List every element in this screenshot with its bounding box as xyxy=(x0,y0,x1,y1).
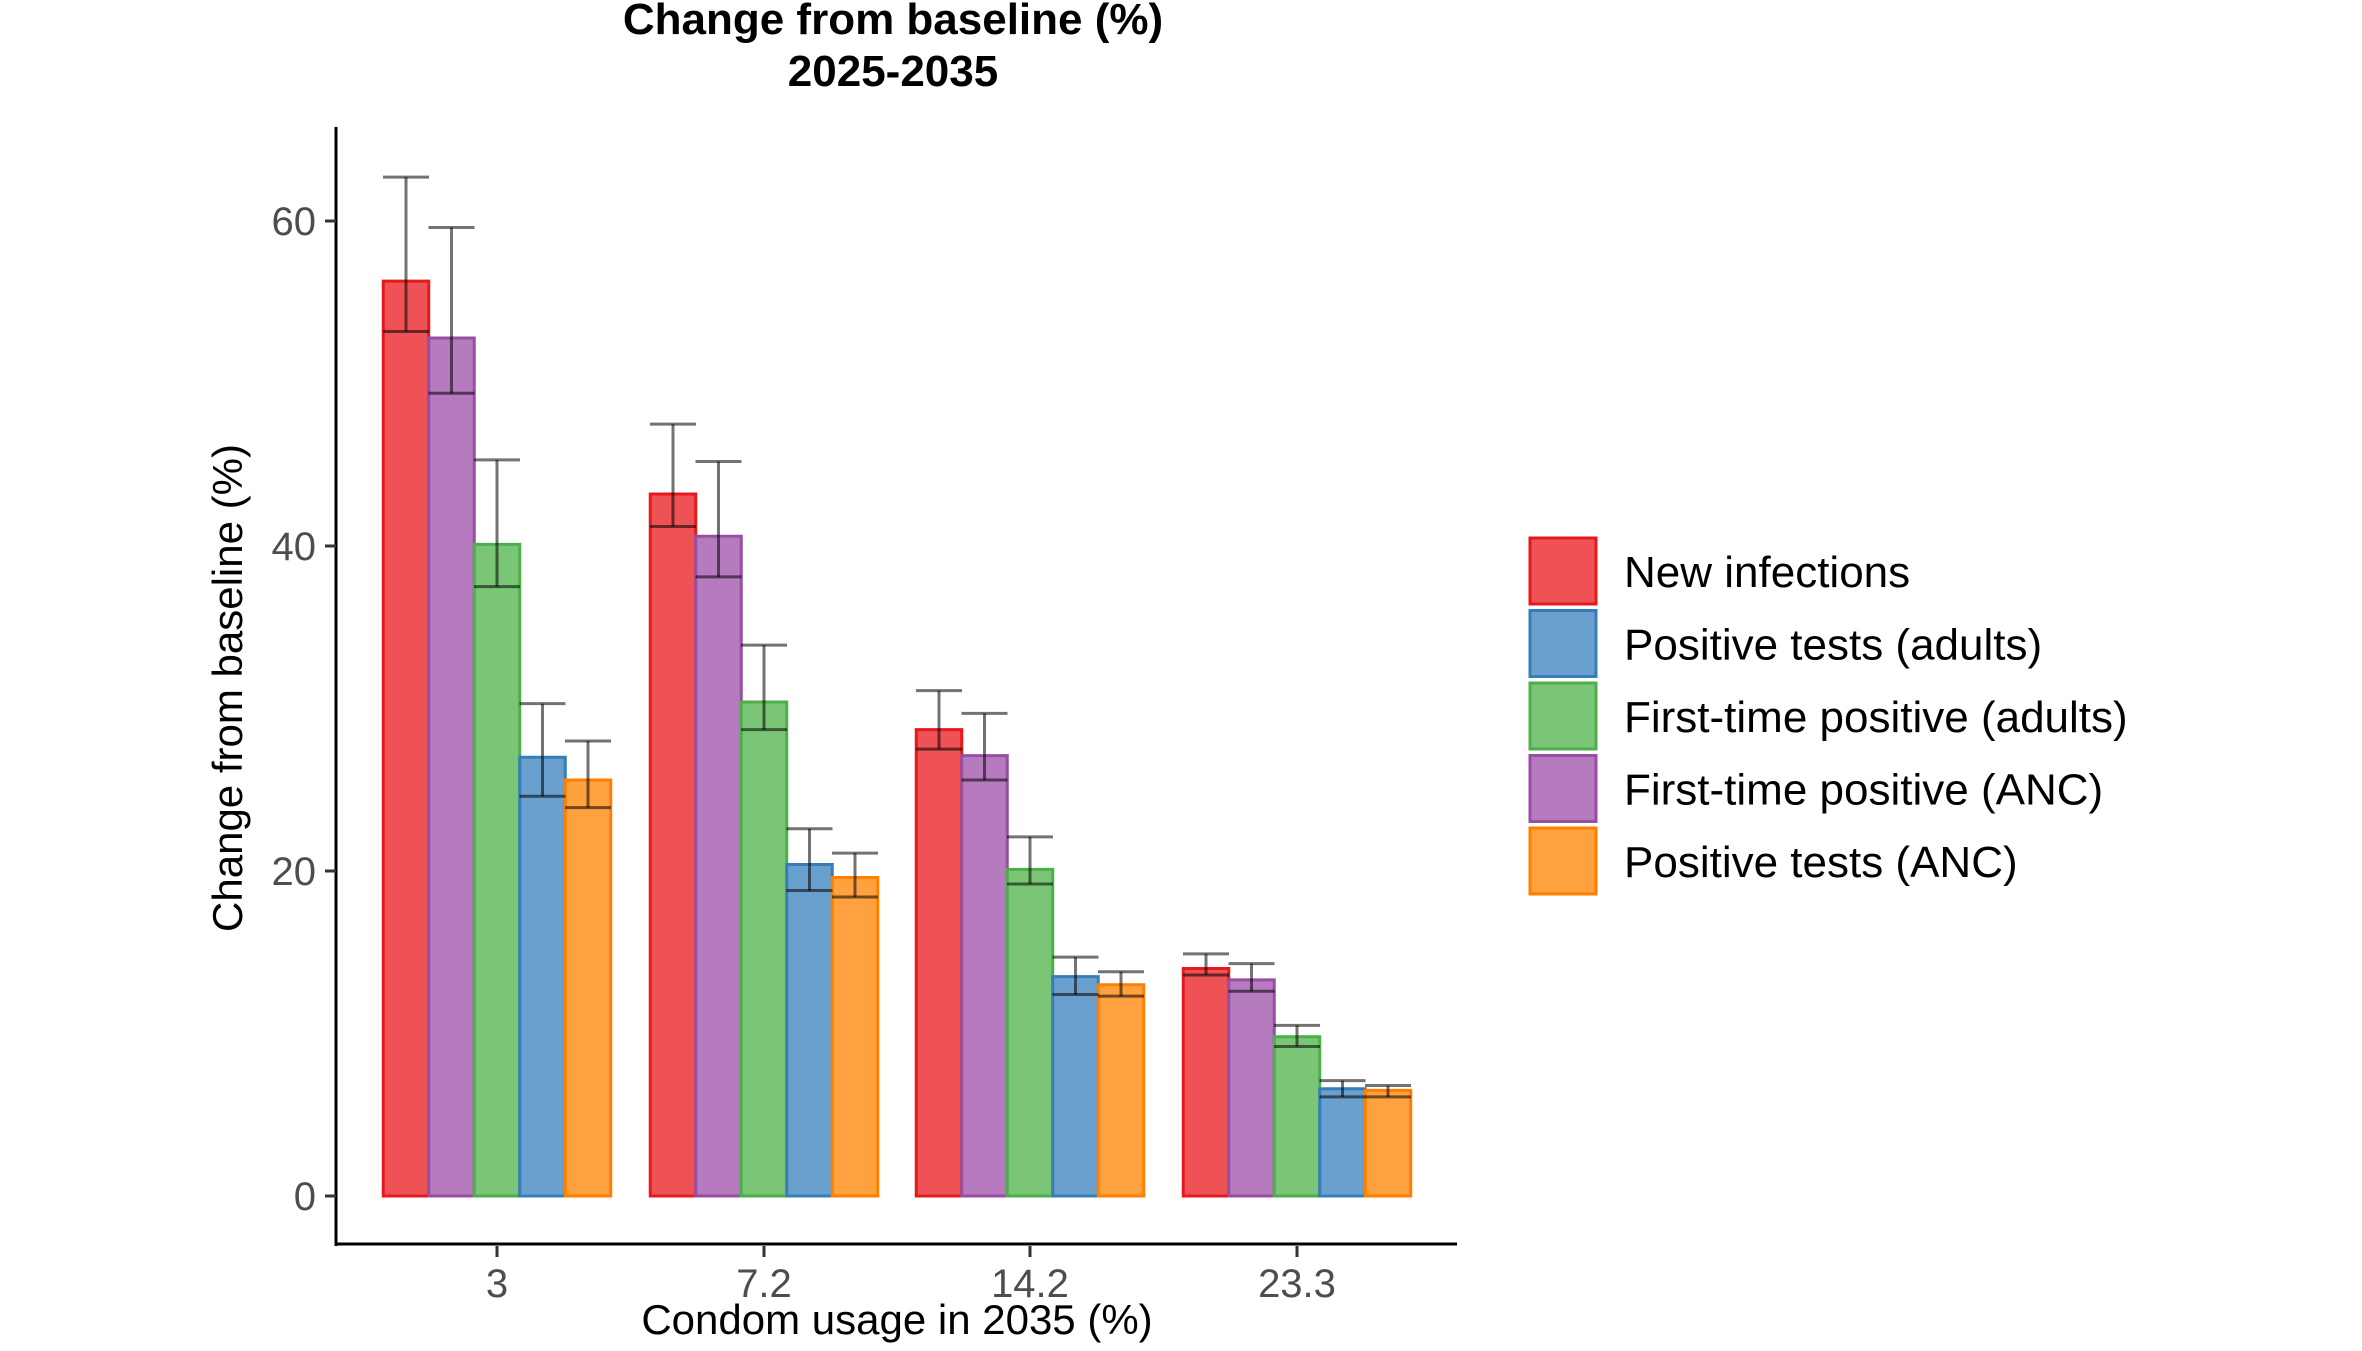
error-bar xyxy=(1098,970,1144,998)
legend-label: Positive tests (ANC) xyxy=(1624,838,2018,887)
chart-subtitle: 2025-2035 xyxy=(788,47,998,96)
legend-swatch xyxy=(1528,681,1598,751)
legend-label: New infections xyxy=(1624,548,1910,597)
error-bar xyxy=(786,827,833,892)
chart-title: Change from baseline (%) xyxy=(623,0,1163,44)
error-bar xyxy=(565,739,611,810)
error-bar xyxy=(916,689,962,751)
bar xyxy=(472,542,522,1198)
error-bar xyxy=(1319,1079,1366,1099)
bar xyxy=(1051,975,1100,1198)
legend-label: First-time positive (ANC) xyxy=(1624,766,2103,815)
legend-item: Positive tests (adults) xyxy=(1528,609,2042,678)
bar xyxy=(518,755,567,1198)
x-tick-label: 14.2 xyxy=(991,1262,1069,1306)
error-bar xyxy=(428,226,475,395)
legend-swatch xyxy=(1528,536,1598,606)
legend-swatch xyxy=(1528,754,1598,823)
y-tick-label: 0 xyxy=(294,1175,316,1219)
y-tick-label: 40 xyxy=(272,525,317,569)
error-bar xyxy=(1228,962,1275,993)
legend-swatch xyxy=(1528,826,1598,896)
x-axis-title: Condom usage in 2035 (%) xyxy=(641,1296,1152,1343)
error-bar xyxy=(519,702,566,798)
bar xyxy=(1363,1088,1413,1198)
x-tick-label: 3 xyxy=(486,1262,508,1306)
error-bar xyxy=(1007,835,1053,886)
legend-label: Positive tests (adults) xyxy=(1624,621,2042,670)
error-bar xyxy=(961,711,1008,782)
x-axis-ticks: 3 7.2 14.2 23.3 xyxy=(486,1246,1336,1306)
bar xyxy=(563,778,613,1198)
legend-label: First-time positive (adults) xyxy=(1624,693,2128,742)
bar xyxy=(1272,1035,1322,1198)
error-bar xyxy=(1052,955,1099,996)
error-bar xyxy=(1183,952,1229,977)
bar xyxy=(960,754,1009,1198)
legend-item: First-time positive (ANC) xyxy=(1528,754,2103,823)
bar xyxy=(1005,867,1055,1198)
error-bars-layer xyxy=(383,175,1411,1099)
bar xyxy=(381,279,431,1198)
error-bar xyxy=(832,851,878,899)
bar xyxy=(1318,1087,1367,1198)
legend-item: New infections xyxy=(1528,536,1910,606)
bar xyxy=(1096,983,1146,1198)
bar xyxy=(739,700,789,1198)
bar xyxy=(1227,978,1276,1198)
error-bar xyxy=(1274,1023,1320,1048)
bar xyxy=(830,876,880,1198)
legend: New infections Positive tests (adults) Fir… xyxy=(1528,536,2128,896)
y-tick-label: 60 xyxy=(272,200,317,244)
y-axis-title: Change from baseline (%) xyxy=(204,444,251,932)
bar xyxy=(785,863,834,1198)
error-bar xyxy=(650,422,696,528)
y-tick-label: 20 xyxy=(272,850,317,894)
legend-swatch xyxy=(1528,609,1598,678)
error-bar xyxy=(695,460,742,579)
error-bar xyxy=(741,643,787,732)
x-tick-label: 7.2 xyxy=(736,1262,792,1306)
error-bar xyxy=(474,458,520,589)
legend-item: First-time positive (adults) xyxy=(1528,681,2128,751)
bar xyxy=(427,336,476,1198)
legend-item: Positive tests (ANC) xyxy=(1528,826,2018,896)
error-bar xyxy=(383,175,429,333)
bar xyxy=(694,534,743,1198)
bar xyxy=(648,492,698,1198)
y-axis-ticks: 0 20 40 60 xyxy=(272,200,336,1219)
bars-layer xyxy=(381,279,1413,1198)
x-tick-label: 23.3 xyxy=(1258,1262,1336,1306)
error-bar xyxy=(1365,1084,1411,1099)
bar xyxy=(1181,967,1231,1198)
bar xyxy=(914,728,964,1198)
